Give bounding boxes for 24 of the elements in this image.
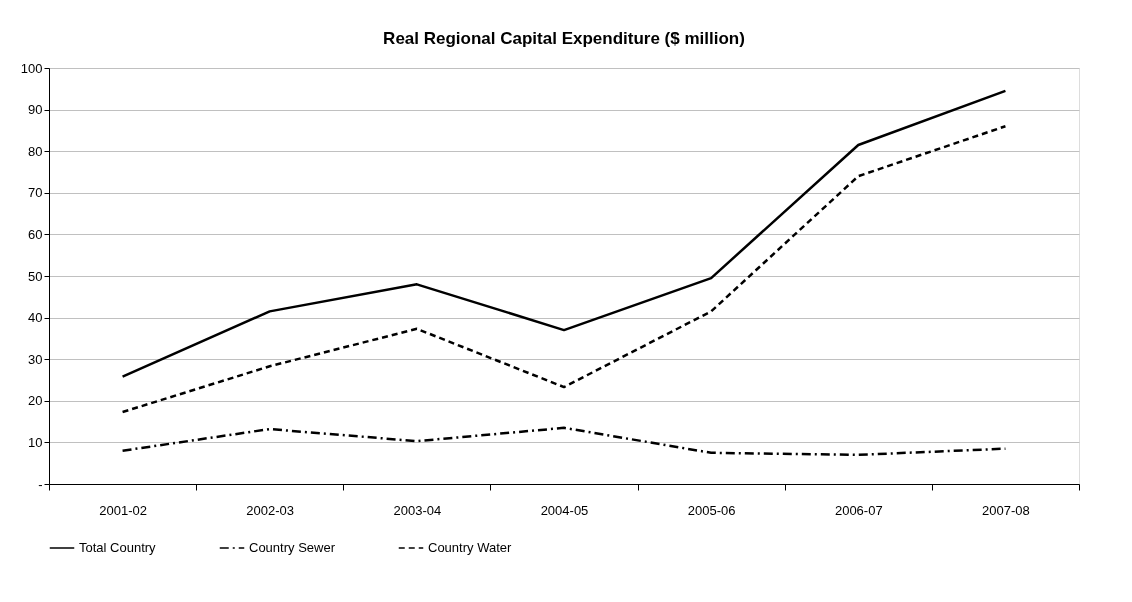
- y-tick-label: 10: [28, 434, 43, 450]
- y-tick-label: 70: [28, 185, 43, 201]
- line-series: [121, 89, 1007, 378]
- chart-title: Real Regional Capital Expenditure ($ million): [383, 29, 745, 48]
- x-tick-label: 2002-03: [246, 502, 295, 518]
- y-tick-label: 60: [28, 226, 43, 242]
- x-tick-label: 2006-07: [834, 502, 883, 518]
- legend-label: Country Sewer: [249, 540, 336, 555]
- y-tick-label: -: [38, 476, 43, 492]
- x-tick-label: 2005-06: [687, 502, 736, 518]
- x-tick-label: 2003-04: [393, 502, 442, 518]
- y-tick-label: 100: [20, 60, 43, 76]
- x-tick-label: 2004-05: [540, 502, 589, 518]
- line-series: [121, 124, 1007, 414]
- y-tick-label: 20: [28, 393, 43, 409]
- legend-label: Total Country: [79, 540, 157, 555]
- legend-label: Country Water: [428, 540, 512, 555]
- y-tick-label: 50: [28, 268, 43, 284]
- x-tick-label: 2001-02: [99, 502, 147, 518]
- y-tick-label: 90: [28, 102, 43, 118]
- y-tick-label: 30: [28, 351, 43, 367]
- y-tick-label: 80: [28, 143, 43, 159]
- x-tick-label: 2007-08: [982, 502, 1030, 518]
- y-tick-label: 40: [28, 310, 43, 326]
